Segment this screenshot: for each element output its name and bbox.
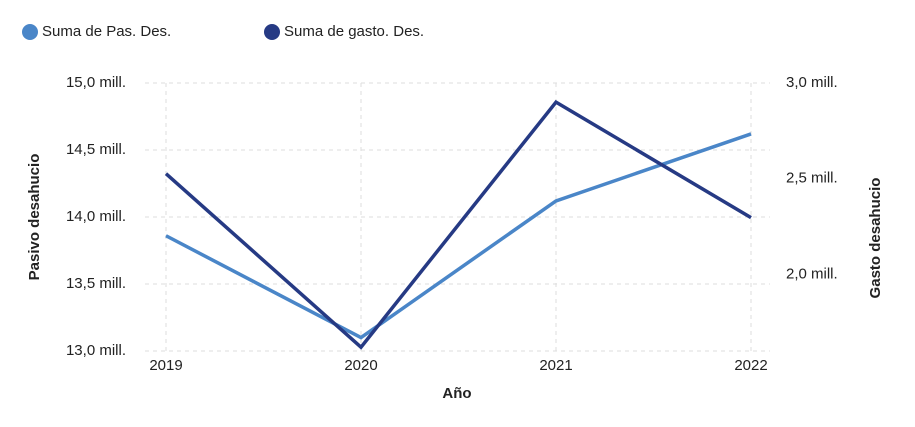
y-tick-label: 14,0 mill.	[66, 208, 126, 225]
y-tick-label: 13,5 mill.	[66, 275, 126, 292]
x-tick-label: 2020	[344, 357, 377, 374]
y-tick-label: 15,0 mill.	[66, 74, 126, 91]
x-tick-label: 2021	[539, 357, 572, 374]
legend-label: Suma de Pas. Des.	[42, 23, 171, 40]
y2-tick-label: 3,0 mill.	[786, 74, 838, 91]
y-tick-label: 14,5 mill.	[66, 141, 126, 158]
y2-tick-label: 2,5 mill.	[786, 170, 838, 187]
y2-axis-title: Gasto desahucio	[867, 178, 884, 299]
legend-marker	[22, 24, 38, 40]
y-tick-label: 13,0 mill.	[66, 342, 126, 359]
x-tick-label: 2022	[734, 357, 767, 374]
series-line	[164, 99, 752, 350]
y-axis-title: Pasivo desahucio	[26, 154, 43, 281]
legend-label: Suma de gasto. Des.	[284, 23, 424, 40]
x-axis-title: Año	[442, 385, 471, 402]
series-line	[165, 132, 752, 340]
y2-tick-label: 2,0 mill.	[786, 265, 838, 282]
legend-marker	[264, 24, 280, 40]
x-tick-label: 2019	[149, 357, 182, 374]
